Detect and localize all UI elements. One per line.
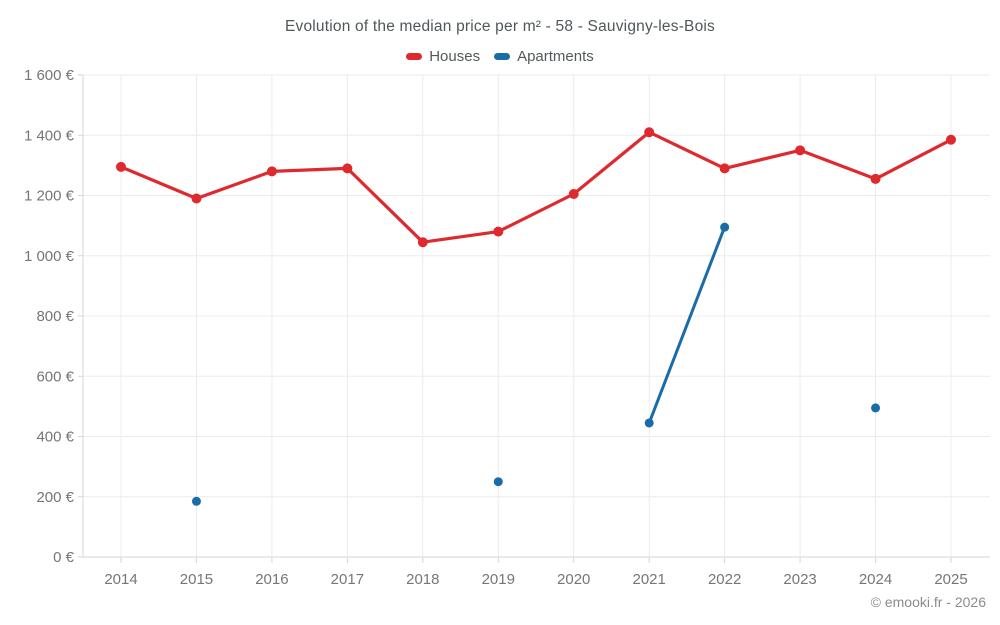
- series-line-houses: [119, 130, 953, 244]
- x-tick-label-2018: 2018: [406, 571, 439, 588]
- data-point-apartments-2015[interactable]: [191, 496, 201, 506]
- y-tick-label-200: 200 €: [36, 489, 74, 506]
- y-tick-label-400: 400 €: [36, 429, 74, 446]
- y-tick-label-1000: 1 000 €: [24, 248, 75, 265]
- apartments-series-swatch-icon: [494, 53, 511, 60]
- x-tick-label-2014: 2014: [104, 571, 137, 588]
- data-point-apartments-2021[interactable]: [644, 418, 654, 428]
- y-tick-label-1200: 1 200 €: [24, 188, 75, 205]
- data-point-houses-2019[interactable]: [493, 226, 504, 237]
- y-tick-label-1400: 1 400 €: [24, 127, 75, 144]
- y-tick-label-1600: 1 600 €: [24, 67, 75, 84]
- copyright-credit: © emooki.fr - 2026: [870, 594, 986, 610]
- data-point-houses-2024[interactable]: [870, 173, 881, 184]
- x-tick-label-2019: 2019: [482, 571, 515, 588]
- data-point-apartments-2024[interactable]: [871, 403, 881, 413]
- data-point-apartments-2022[interactable]: [720, 222, 730, 232]
- data-point-houses-2014[interactable]: [116, 161, 126, 172]
- x-tick-label-2021: 2021: [632, 571, 665, 588]
- data-point-houses-2017[interactable]: [342, 163, 353, 174]
- legend-item-houses[interactable]: Houses: [406, 48, 480, 65]
- x-tick-label-2015: 2015: [180, 571, 213, 588]
- chart-title: Evolution of the median price per m² - 5…: [284, 18, 716, 35]
- series-line-apartments: [649, 227, 875, 423]
- x-tick-label-2017: 2017: [331, 571, 364, 588]
- legend-label-houses: Houses: [429, 48, 481, 65]
- data-point-houses-2016[interactable]: [266, 166, 277, 177]
- x-tick-label-2016: 2016: [255, 571, 288, 588]
- data-point-houses-2021[interactable]: [644, 127, 655, 138]
- houses-series-swatch-icon: [406, 53, 423, 60]
- y-tick-label-800: 800 €: [36, 308, 74, 325]
- x-tick-label-2022: 2022: [708, 571, 741, 588]
- data-point-apartments-2019[interactable]: [493, 477, 503, 487]
- legend-label-apartments: Apartments: [517, 48, 594, 65]
- data-point-houses-2015[interactable]: [191, 193, 202, 204]
- data-point-houses-2018[interactable]: [417, 237, 428, 248]
- x-tick-label-2024: 2024: [859, 571, 892, 588]
- chart-legend: Houses Apartments: [0, 48, 1000, 65]
- data-point-houses-2025[interactable]: [946, 134, 956, 145]
- y-tick-label-0: 0 €: [53, 549, 75, 566]
- data-point-houses-2020[interactable]: [568, 188, 579, 199]
- x-tick-label-2023: 2023: [783, 571, 816, 588]
- data-point-houses-2023[interactable]: [795, 145, 806, 156]
- y-tick-label-600: 600 €: [36, 368, 74, 385]
- x-tick-label-2025: 2025: [934, 571, 967, 588]
- data-point-houses-2022[interactable]: [719, 163, 730, 174]
- legend-item-apartments[interactable]: Apartments: [494, 48, 594, 65]
- x-tick-label-2020: 2020: [557, 571, 590, 588]
